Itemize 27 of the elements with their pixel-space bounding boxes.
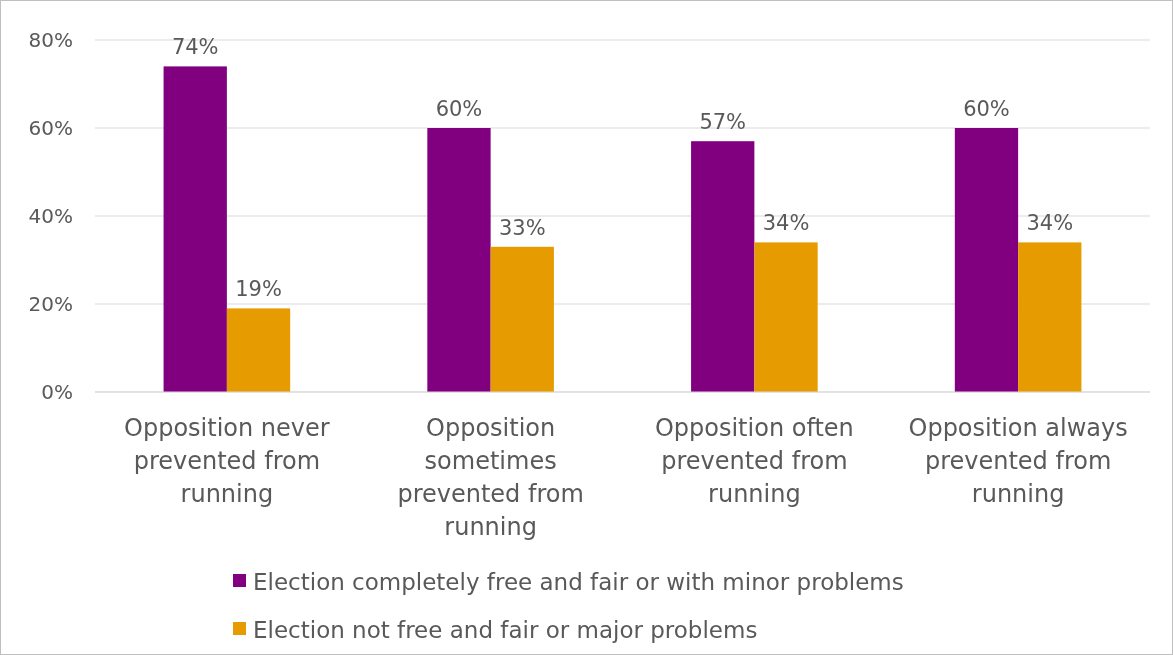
legend-label: Election not free and fair or major problems <box>253 617 758 644</box>
bar <box>226 308 291 392</box>
bar <box>954 128 1019 392</box>
bar <box>1018 242 1082 392</box>
x-tick-label: Opposition often prevented from running <box>654 414 854 508</box>
bar <box>427 128 491 392</box>
x-tick-label: Opposition never prevented from running <box>124 414 330 508</box>
bar <box>691 141 755 392</box>
data-label: 60% <box>435 97 483 121</box>
data-label: 57% <box>699 110 747 135</box>
legend-label: Election completely free and fair or with minor problems <box>253 569 904 596</box>
y-tick-label: 40% <box>28 204 73 228</box>
data-label: 33% <box>498 215 546 240</box>
data-label: 74% <box>171 35 219 60</box>
x-tick-label: Opposition always prevented from running <box>908 414 1128 508</box>
y-tick-label: 20% <box>28 292 73 316</box>
bar <box>754 242 818 392</box>
bar <box>490 246 554 392</box>
y-tick-label: 0% <box>41 380 73 404</box>
data-label: 34% <box>1026 211 1074 236</box>
x-tick-label: Opposition sometimes prevented from running <box>397 414 584 541</box>
data-label: 19% <box>235 277 282 302</box>
bar <box>163 66 227 392</box>
y-tick-label: 80% <box>28 28 73 52</box>
data-label: 34% <box>762 211 810 236</box>
y-tick-label: 60% <box>28 116 73 140</box>
data-label: 60% <box>963 97 1010 121</box>
